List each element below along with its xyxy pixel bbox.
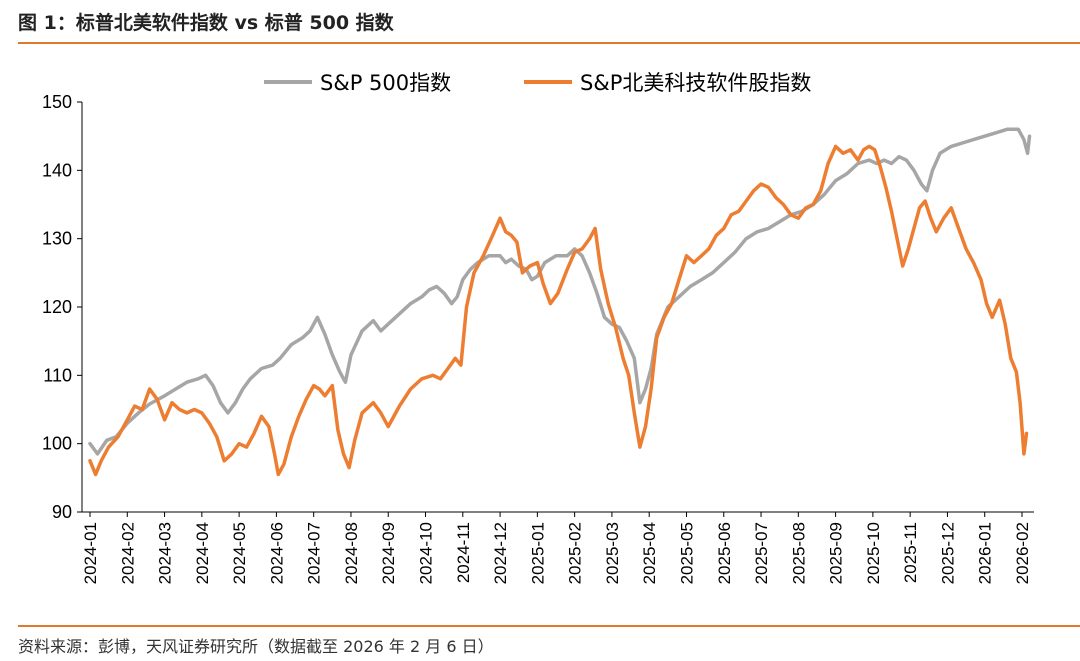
x-tick-label: 2025-11 [901,522,920,583]
x-tick-label: 2025-10 [864,522,883,584]
x-tick-label: 2025-07 [752,522,771,584]
x-tick-label: 2025-03 [603,522,622,584]
chart-legend: S&P 500指数 S&P北美科技软件股指数 [264,71,811,95]
x-tick-label: 2024-08 [342,522,361,584]
figure-title: 图 1：标普北美软件指数 vs 标普 500 指数 [18,12,394,34]
y-tick-label: 90 [52,502,72,522]
x-tick-label: 2025-02 [566,522,585,584]
legend-label-software: S&P北美科技软件股指数 [580,71,811,95]
x-tick-label: 2024-09 [379,522,398,584]
x-tick-label: 2024-11 [454,522,473,583]
x-tick-label: 2025-06 [715,522,734,584]
bottom-rule [18,625,1080,627]
x-tick-label: 2024-03 [156,522,175,584]
y-tick-label: 150 [42,92,72,112]
x-tick-label: 2024-07 [305,522,324,584]
x-tick-label: 2025-09 [827,522,846,584]
x-tick-label: 2024-05 [230,522,249,584]
chart-ticks: 90 100 110 120 130 140 150 2024-01 2024-02 2024-0… [42,92,1032,584]
x-tick-label: 2024-12 [491,522,510,584]
x-tick-label: 2025-05 [677,522,696,584]
x-tick-label: 2025-08 [789,522,808,584]
chart-series [88,127,1032,477]
series-line-software [88,144,1029,477]
x-tick-label: 2025-01 [528,522,547,584]
y-tick-label: 100 [42,434,72,454]
source-note: 资料来源：彭博，天风证券研究所（数据截至 2026 年 2 月 6 日） [18,637,494,656]
x-tick-label: 2026-02 [1013,522,1032,584]
x-tick-label: 2026-01 [976,522,995,584]
line-chart: 90 100 110 120 130 140 150 2024-01 2024-02 2024-0… [42,71,1034,584]
y-tick-label: 140 [42,160,72,180]
legend-label-sp500: S&P 500指数 [320,71,451,95]
x-tick-label: 2024-04 [193,522,212,584]
x-tick-label: 2024-06 [267,522,286,584]
y-tick-label: 110 [43,365,72,385]
x-tick-label: 2024-01 [81,522,100,584]
y-tick-label: 120 [42,297,72,317]
x-tick-label: 2024-02 [118,522,137,584]
top-rule [18,42,1080,44]
series-line-sp500 [88,127,1032,456]
x-tick-label: 2025-04 [640,522,659,584]
y-tick-label: 130 [42,229,72,249]
x-tick-label: 2024-10 [417,522,436,584]
x-tick-label: 2025-12 [938,522,957,584]
